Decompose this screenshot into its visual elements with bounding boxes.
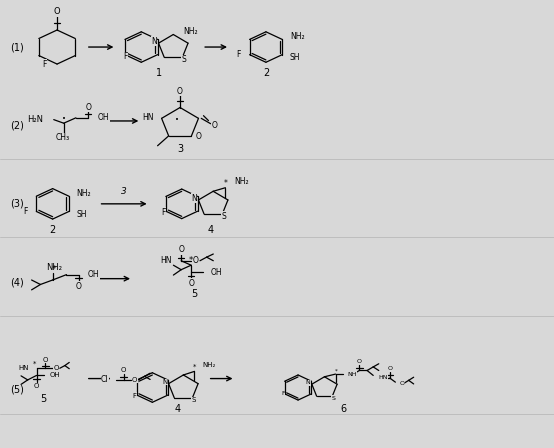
Text: 5: 5 (40, 394, 47, 404)
Text: O: O (177, 87, 183, 96)
Text: O: O (43, 357, 48, 363)
Text: (3): (3) (10, 199, 24, 209)
Text: S: S (191, 397, 196, 403)
Text: F: F (132, 393, 136, 399)
Text: *: * (33, 361, 36, 367)
Text: 6: 6 (340, 404, 347, 414)
Text: O: O (193, 256, 198, 265)
Text: N: N (191, 194, 197, 202)
Text: NH₂: NH₂ (46, 263, 61, 272)
Text: •: • (62, 116, 66, 122)
Text: H₂N: H₂N (27, 115, 43, 124)
Text: S: S (181, 56, 186, 65)
Text: NH₂: NH₂ (184, 27, 198, 36)
Text: (2): (2) (10, 121, 24, 130)
Text: HN: HN (378, 375, 388, 380)
Text: O: O (387, 366, 392, 371)
Text: O: O (212, 121, 218, 130)
Text: 2: 2 (49, 225, 56, 235)
Text: (1): (1) (10, 42, 24, 52)
Text: OH: OH (88, 270, 100, 279)
Text: CH₃: CH₃ (55, 133, 70, 142)
Text: 4: 4 (207, 225, 214, 235)
Text: SH: SH (290, 53, 300, 62)
Text: F: F (237, 50, 241, 59)
Text: O: O (34, 383, 39, 389)
Text: OH: OH (98, 113, 109, 122)
Text: S: S (331, 396, 335, 401)
Text: O: O (196, 132, 202, 141)
Text: Cl: Cl (101, 375, 109, 384)
Text: 3: 3 (177, 144, 183, 154)
Text: O: O (188, 279, 194, 288)
Text: O: O (121, 367, 126, 373)
Text: N: N (151, 37, 157, 46)
Text: *: * (52, 265, 56, 274)
Text: •: • (175, 117, 178, 123)
Text: F: F (23, 207, 28, 216)
Text: 1: 1 (156, 68, 162, 78)
Text: N: N (306, 380, 310, 385)
Text: HN: HN (160, 256, 172, 265)
Text: 3: 3 (121, 187, 127, 196)
Text: NH₂: NH₂ (290, 32, 305, 41)
Text: O: O (132, 377, 137, 383)
Text: F: F (43, 60, 47, 69)
Text: F: F (162, 207, 166, 217)
Text: *: * (189, 255, 193, 264)
Text: 2: 2 (263, 68, 269, 78)
Text: SH: SH (76, 210, 87, 219)
Text: 5: 5 (191, 289, 197, 298)
Text: HN: HN (142, 113, 154, 122)
Text: O: O (85, 103, 91, 112)
Text: O: O (399, 381, 404, 386)
Text: *: * (193, 364, 197, 370)
Text: 4: 4 (174, 404, 181, 414)
Text: O: O (178, 246, 184, 254)
Text: *: * (335, 368, 337, 373)
Text: *: * (224, 179, 228, 188)
Text: OH: OH (211, 268, 223, 277)
Text: NH₂: NH₂ (76, 189, 91, 198)
Text: NH: NH (347, 371, 357, 377)
Text: (5): (5) (10, 385, 24, 395)
Text: F: F (281, 391, 285, 396)
Text: O: O (357, 359, 362, 364)
Text: NH₂: NH₂ (234, 177, 249, 186)
Text: O: O (53, 365, 59, 371)
Text: NH₂: NH₂ (203, 362, 216, 368)
Text: OH: OH (49, 372, 60, 379)
Text: O: O (54, 7, 60, 16)
Text: F: F (123, 52, 127, 61)
Text: O: O (76, 282, 81, 291)
Text: (4): (4) (10, 277, 24, 287)
Text: HN: HN (18, 365, 29, 371)
Text: S: S (221, 212, 226, 221)
Text: N: N (162, 379, 167, 385)
